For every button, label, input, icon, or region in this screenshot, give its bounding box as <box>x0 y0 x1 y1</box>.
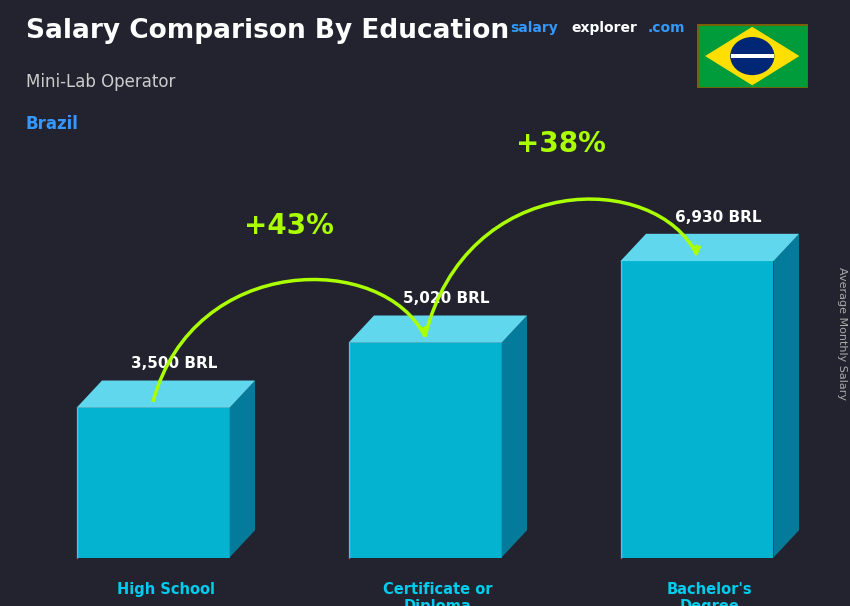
Polygon shape <box>706 27 799 85</box>
Polygon shape <box>620 261 774 558</box>
Polygon shape <box>620 234 799 261</box>
Text: Average Monthly Salary: Average Monthly Salary <box>837 267 847 400</box>
Polygon shape <box>697 24 808 88</box>
Text: +38%: +38% <box>516 130 606 158</box>
Text: .com: .com <box>648 21 685 35</box>
Text: Salary Comparison By Education: Salary Comparison By Education <box>26 18 508 44</box>
Text: 6,930 BRL: 6,930 BRL <box>675 210 762 225</box>
Polygon shape <box>348 316 527 343</box>
Text: High School: High School <box>116 582 215 597</box>
Polygon shape <box>230 381 255 558</box>
Text: 5,020 BRL: 5,020 BRL <box>403 291 490 307</box>
Polygon shape <box>731 54 774 58</box>
Polygon shape <box>76 408 230 558</box>
Text: Brazil: Brazil <box>26 115 78 133</box>
Text: Mini-Lab Operator: Mini-Lab Operator <box>26 73 175 91</box>
Text: +43%: +43% <box>244 211 334 240</box>
Circle shape <box>730 37 774 75</box>
Text: 3,500 BRL: 3,500 BRL <box>131 356 218 371</box>
Polygon shape <box>502 316 527 558</box>
Polygon shape <box>774 234 799 558</box>
Polygon shape <box>348 343 502 558</box>
Text: Certificate or
Diploma: Certificate or Diploma <box>383 582 492 606</box>
Text: Bachelor's
Degree: Bachelor's Degree <box>667 582 752 606</box>
Text: explorer: explorer <box>571 21 638 35</box>
Text: salary: salary <box>510 21 558 35</box>
Polygon shape <box>76 381 255 408</box>
